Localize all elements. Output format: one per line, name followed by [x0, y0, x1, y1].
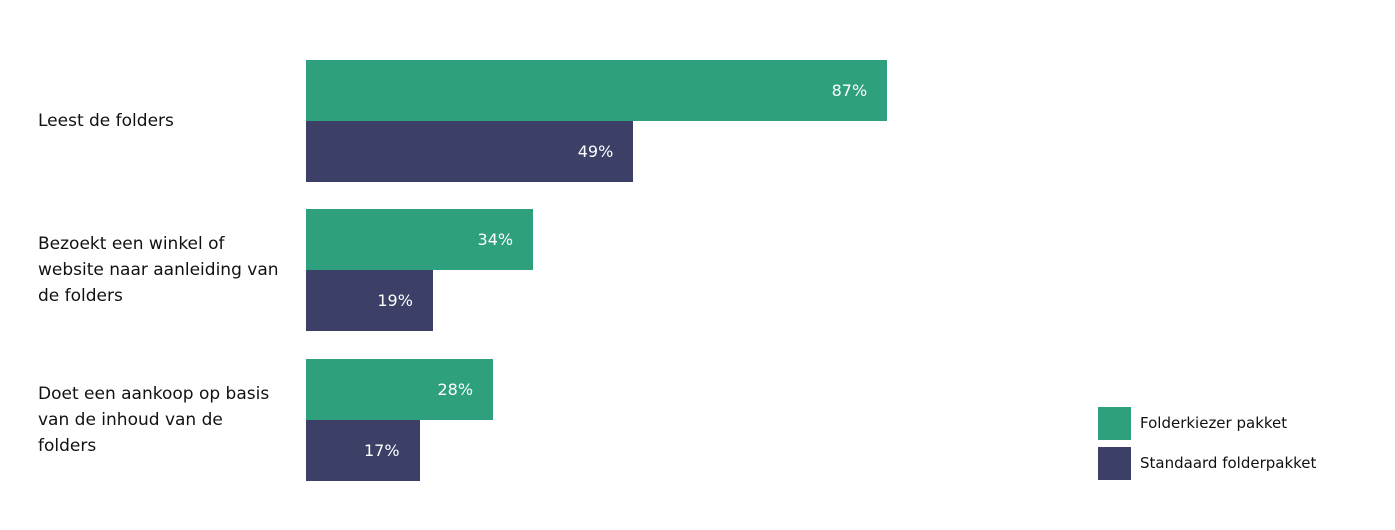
- category-label: Leest de folders: [38, 111, 174, 131]
- value-label: 49%: [577, 142, 614, 161]
- value-label: 34%: [477, 230, 514, 249]
- value-label: 28%: [437, 380, 474, 399]
- bar: 34%: [306, 209, 534, 270]
- category-label: Bezoekt een winkel of website naar aanle…: [38, 234, 279, 306]
- legend-label: Standaard folderpakket: [1140, 454, 1317, 472]
- value-label: 17%: [363, 441, 400, 460]
- bar: 17%: [306, 420, 420, 481]
- bar: 19%: [306, 270, 433, 331]
- legend-label: Folderkiezer pakket: [1140, 414, 1288, 432]
- legend-swatch: [1098, 447, 1131, 480]
- category-label: Doet een aankoop op basis van de inhoud …: [38, 384, 270, 456]
- legend-swatch: [1098, 407, 1131, 440]
- value-label: 19%: [377, 291, 413, 310]
- value-label: 87%: [831, 81, 868, 100]
- bar: 49%: [306, 121, 634, 182]
- bar: 28%: [306, 359, 494, 420]
- bar: 87%: [306, 60, 888, 121]
